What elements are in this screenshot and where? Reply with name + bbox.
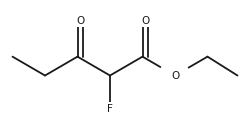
Text: O: O xyxy=(76,16,84,26)
Text: F: F xyxy=(107,104,113,114)
Text: O: O xyxy=(171,71,179,80)
Text: O: O xyxy=(141,16,150,26)
